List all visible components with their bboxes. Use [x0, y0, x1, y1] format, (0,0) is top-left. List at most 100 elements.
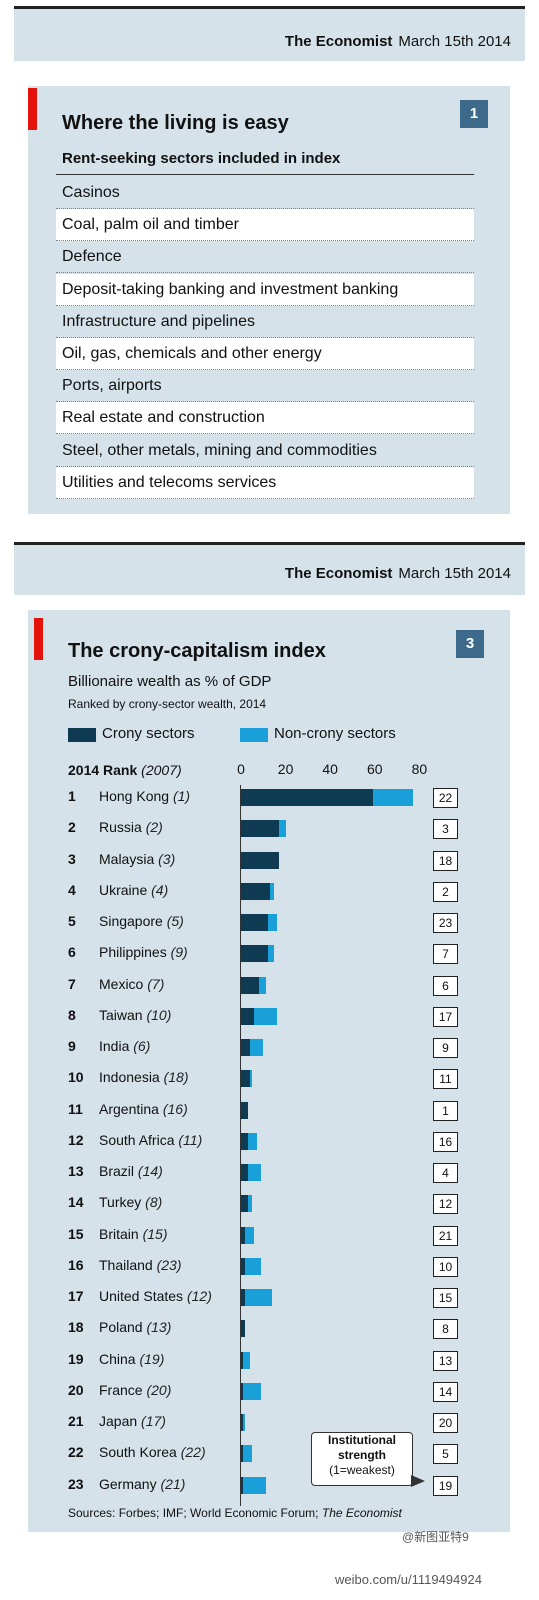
- bar-noncrony: [258, 976, 266, 994]
- sources-italic: The Economist: [321, 1506, 402, 1520]
- country-name: United States: [99, 1288, 184, 1304]
- bar-crony: [241, 1257, 246, 1275]
- bar-noncrony: [243, 1476, 266, 1494]
- country-rank-2007: (3): [158, 850, 176, 867]
- bar-noncrony: [254, 1007, 277, 1025]
- country-label: Malaysia (3): [99, 851, 175, 867]
- country-rank-2007: (14): [137, 1163, 163, 1179]
- rank-number: 7: [68, 975, 76, 992]
- bar-crony: [241, 882, 270, 900]
- country-name: China: [99, 1350, 136, 1367]
- country-rank-2007: (1): [172, 788, 191, 804]
- country-label: Japan (17): [99, 1413, 166, 1429]
- chart-panel: [28, 610, 510, 1532]
- chart-subtitle-ranking: Ranked by crony-sector wealth, 2014: [68, 697, 267, 711]
- country-label: Philippines (9): [99, 944, 188, 960]
- bar-crony: [241, 1164, 248, 1181]
- bar-crony: [241, 1476, 244, 1494]
- bar-noncrony: [278, 820, 286, 838]
- chart-number-badge: 3: [456, 630, 484, 658]
- country-rank-2007: (8): [145, 1194, 163, 1211]
- header-strip-2: The Economist March 15th 2014: [14, 545, 525, 595]
- rank-number: 13: [68, 1163, 84, 1179]
- country-name: Hong Kong: [99, 788, 170, 804]
- rank-number: 10: [68, 1069, 84, 1086]
- country-rank-2007: (15): [142, 1225, 168, 1242]
- rank-number: 21: [68, 1413, 84, 1429]
- note-arrow: [411, 1475, 425, 1487]
- publication-date: March 15th 2014: [398, 33, 511, 50]
- country-rank-2007: (11): [178, 1131, 203, 1148]
- country-name: Taiwan: [99, 1006, 143, 1023]
- country-label: France (20): [99, 1382, 171, 1398]
- note-line: Institutional: [328, 1433, 396, 1447]
- sector-row: Deposit-taking banking and investment ba…: [56, 273, 474, 306]
- country-rank-2007: (19): [139, 1350, 165, 1367]
- country-rank-2007: (9): [170, 944, 188, 961]
- country-name: Thailand: [99, 1256, 153, 1273]
- rank-number: 17: [68, 1288, 84, 1304]
- legend-label-noncrony: Non-crony sectors: [274, 725, 396, 742]
- bar-noncrony: [243, 1414, 246, 1431]
- rank-header-prev: (2007): [141, 762, 182, 778]
- institutional-strength-box: 23: [433, 913, 458, 933]
- institutional-strength-box: 19: [433, 1475, 458, 1496]
- sources-line: Sources: Forbes; IMF; World Economic For…: [68, 1506, 402, 1520]
- country-rank-2007: (21): [160, 1475, 186, 1492]
- bar-noncrony: [267, 945, 275, 963]
- sector-row: Infrastructure and pipelines: [56, 305, 474, 338]
- country-label: Poland (13): [99, 1319, 171, 1335]
- rank-number: 23: [68, 1475, 84, 1492]
- bar-noncrony: [249, 1039, 264, 1056]
- bar-crony: [241, 1351, 244, 1369]
- rank-header-text: 2014 Rank: [68, 762, 138, 778]
- sector-row: Defence: [56, 241, 474, 274]
- bar-noncrony: [243, 1351, 250, 1369]
- country-name: Mexico: [99, 975, 144, 992]
- bar-crony: [241, 1039, 250, 1056]
- panel-subtitle: Rent-seeking sectors included in index: [62, 150, 341, 167]
- sector-row: Ports, airports: [56, 370, 474, 403]
- rank-number: 1: [68, 788, 76, 804]
- chart-subtitle: Billionaire wealth as % of GDP: [68, 673, 272, 690]
- chart-title: The crony-capitalism index: [68, 640, 326, 662]
- header-strip-1: The Economist March 15th 2014: [14, 9, 525, 61]
- country-label: Mexico (7): [99, 976, 164, 992]
- red-accent-bar: [34, 618, 43, 660]
- bar-crony: [241, 1289, 246, 1306]
- rank-number: 4: [68, 881, 76, 898]
- country-name: Ukraine: [99, 881, 148, 898]
- bar-noncrony: [247, 1164, 262, 1181]
- country-rank-2007: (5): [166, 913, 184, 929]
- subtitle-rule: [56, 174, 474, 175]
- note-line: strength: [338, 1448, 386, 1462]
- bar-crony: [241, 1445, 244, 1463]
- sector-row: Coal, palm oil and timber: [56, 209, 474, 242]
- panel-number-badge: 1: [460, 100, 488, 128]
- x-tick-label: 80: [411, 761, 428, 777]
- publication-name: The Economist: [284, 565, 393, 582]
- bar-crony: [241, 1132, 248, 1150]
- x-tick-label: 0: [237, 761, 245, 777]
- country-label: Taiwan (10): [99, 1007, 171, 1023]
- panel-title: Where the living is easy: [62, 112, 289, 134]
- country-label: Brazil (14): [99, 1163, 163, 1179]
- bar-crony: [241, 1414, 244, 1431]
- bar-crony: [241, 1320, 246, 1338]
- rank-number: 8: [68, 1006, 76, 1023]
- institutional-strength-box: 13: [433, 1350, 458, 1371]
- country-name: Indonesia: [99, 1069, 160, 1086]
- country-label: Britain (15): [99, 1226, 167, 1242]
- bar-crony: [241, 820, 279, 838]
- institutional-strength-box: 11: [433, 1069, 458, 1090]
- country-label: Ukraine (4): [99, 882, 168, 898]
- institutional-strength-box: 18: [433, 850, 458, 871]
- country-rank-2007: (23): [156, 1256, 182, 1273]
- legend-label-crony: Crony sectors: [102, 725, 195, 742]
- bar-noncrony: [372, 789, 413, 806]
- institutional-strength-box: 15: [433, 1288, 458, 1308]
- rank-number: 20: [68, 1381, 84, 1398]
- bar-noncrony: [247, 1132, 257, 1150]
- rank-number: 5: [68, 913, 76, 929]
- bar-noncrony: [249, 1070, 253, 1088]
